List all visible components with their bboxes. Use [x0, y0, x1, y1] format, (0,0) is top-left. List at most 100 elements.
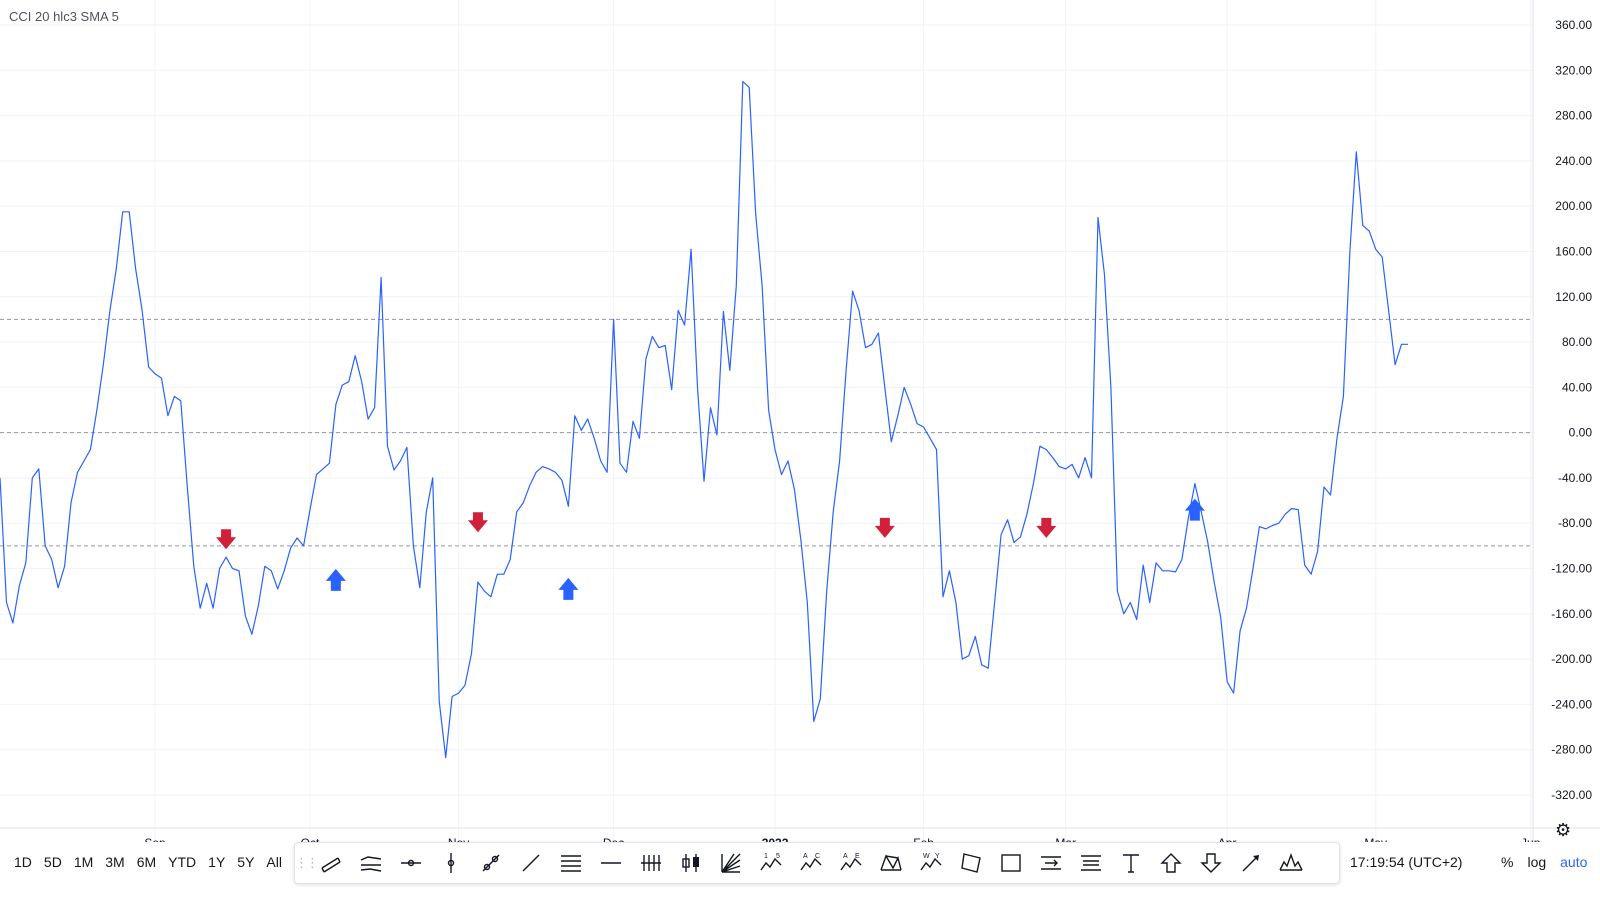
- arrow-up-icon[interactable]: [1151, 844, 1191, 882]
- y-tick-label: -280.00: [1551, 743, 1592, 757]
- rectangle-icon[interactable]: [991, 844, 1031, 882]
- rotated-rectangle-icon: [961, 853, 981, 873]
- x-tick-label: Oct: [301, 836, 320, 842]
- y-tick-label: 200.00: [1555, 199, 1592, 213]
- triangle-pattern-icon: [880, 854, 902, 871]
- svg-text:1: 1: [764, 853, 768, 860]
- rotated-rectangle-icon[interactable]: [951, 844, 991, 882]
- range-button-1d[interactable]: 1D: [14, 854, 32, 870]
- arrow-down-icon[interactable]: [1191, 844, 1231, 882]
- sell-arrow-icon: [874, 517, 895, 538]
- price-range-icon[interactable]: [1071, 844, 1111, 882]
- x-tick-label: Apr: [1218, 836, 1237, 842]
- arrow-up-icon: [1160, 853, 1182, 873]
- x-tick-label: Sep: [144, 836, 166, 842]
- svg-text:Y: Y: [935, 853, 940, 860]
- arrow-icon: [1242, 855, 1259, 872]
- regression-trend-icon[interactable]: [351, 844, 391, 882]
- candles-icon: [682, 854, 699, 872]
- percent-button[interactable]: %: [1501, 854, 1514, 870]
- triangle-pattern-icon[interactable]: [871, 844, 911, 882]
- range-button-1m[interactable]: 1M: [73, 854, 94, 870]
- candles-icon[interactable]: [671, 844, 711, 882]
- parallel-channel-icon: [321, 857, 341, 873]
- y-tick-label: 360.00: [1555, 18, 1592, 32]
- vertical-line-icon[interactable]: [431, 844, 471, 882]
- svg-text:W: W: [923, 853, 930, 860]
- y-tick-label: 0.00: [1569, 426, 1593, 440]
- x-tick-label: Jun: [1521, 836, 1540, 842]
- trend-line-points-icon[interactable]: [471, 844, 511, 882]
- fib-fan-icon: [721, 853, 741, 873]
- text-icon: [1123, 854, 1139, 873]
- vertical-lines-icon[interactable]: [631, 844, 671, 882]
- range-buttons: 1D 5D 1M 3M 6M YTD 1Y 5Y All: [8, 850, 288, 874]
- arrow-down-icon: [1200, 853, 1222, 873]
- horizontal-lines-icon[interactable]: [551, 844, 591, 882]
- date-range-icon[interactable]: [1031, 844, 1071, 882]
- horizontal-ray-icon: [401, 859, 421, 867]
- regression-trend-icon: [360, 856, 382, 872]
- parallel-channel-icon[interactable]: [311, 844, 351, 882]
- x-tick-label: May: [1364, 836, 1387, 842]
- x-tick-label: Nov: [448, 836, 469, 842]
- range-button-6m[interactable]: 6M: [136, 854, 157, 870]
- study-label[interactable]: CCI 20 hlc3 SMA 5: [9, 9, 119, 24]
- price-range-icon: [1081, 855, 1101, 871]
- vertical-line-icon: [447, 853, 455, 873]
- range-button-all[interactable]: All: [266, 854, 282, 870]
- y-tick-label: 120.00: [1555, 290, 1592, 304]
- cci-series-line: [0, 80, 1408, 759]
- horizontal-line-icon: [601, 862, 621, 864]
- sell-arrow-icon: [1036, 517, 1057, 538]
- y-tick-label: 40.00: [1562, 380, 1592, 394]
- y-tick-label: -120.00: [1551, 562, 1592, 576]
- y-tick-label: 80.00: [1562, 335, 1592, 349]
- svg-text:A: A: [843, 853, 848, 860]
- x-tick-label: 2022: [762, 836, 789, 842]
- trend-line-icon[interactable]: [511, 844, 551, 882]
- buy-arrow-icon: [325, 568, 346, 591]
- range-button-5y[interactable]: 5Y: [237, 854, 255, 870]
- range-button-1y[interactable]: 1Y: [208, 854, 226, 870]
- svg-text:C: C: [815, 853, 820, 860]
- trend-line-points-icon: [482, 854, 500, 872]
- y-tick-label: -320.00: [1551, 788, 1592, 802]
- svg-text:5: 5: [776, 853, 780, 860]
- log-button[interactable]: log: [1527, 854, 1547, 870]
- y-tick-label: -80.00: [1558, 516, 1592, 530]
- y-tick-label: 160.00: [1555, 244, 1592, 258]
- vertical-lines-icon: [641, 855, 661, 871]
- scale-buttons: % log auto: [1494, 854, 1594, 870]
- head-shoulders-icon[interactable]: [1271, 844, 1311, 882]
- arrow-icon[interactable]: [1231, 844, 1271, 882]
- clock[interactable]: 17:19:54 (UTC+2): [1350, 854, 1463, 870]
- x-tick-label: Mar: [1055, 836, 1076, 842]
- y-tick-label: -240.00: [1551, 697, 1592, 711]
- fib-fan-icon[interactable]: [711, 844, 751, 882]
- settings-gear-icon[interactable]: ⚙: [1555, 820, 1572, 840]
- drag-handle-icon[interactable]: ⋮⋮: [295, 855, 319, 870]
- sell-arrow-icon: [216, 529, 237, 550]
- horizontal-ray-icon[interactable]: [391, 844, 431, 882]
- auto-button[interactable]: auto: [1560, 854, 1588, 870]
- text-icon[interactable]: [1111, 844, 1151, 882]
- range-button-3m[interactable]: 3M: [105, 854, 125, 870]
- y-tick-label: 240.00: [1555, 154, 1592, 168]
- range-button-ytd[interactable]: YTD: [168, 854, 197, 870]
- horizontal-lines-icon: [561, 855, 581, 872]
- trend-line-icon: [522, 854, 540, 872]
- sell-arrow-icon: [467, 512, 488, 533]
- cci-chart[interactable]: 360.00 320.00 280.00 240.00 200.00 160.00 120.…: [0, 0, 1600, 842]
- range-button-5d[interactable]: 5D: [43, 854, 62, 870]
- y-tick-label: 320.00: [1555, 63, 1592, 77]
- horizontal-line-icon[interactable]: [591, 844, 631, 882]
- svg-text:E: E: [855, 853, 860, 860]
